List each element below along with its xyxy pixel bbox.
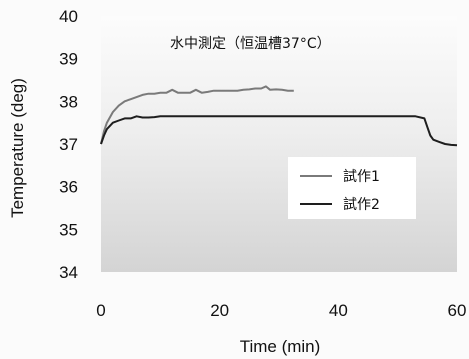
y-tick-label: 36 xyxy=(59,178,78,197)
y-tick-label: 37 xyxy=(59,135,78,154)
x-axis-label: Time (min) xyxy=(240,337,321,356)
legend-label-1: 試作1 xyxy=(343,169,380,185)
series-layer xyxy=(100,85,458,147)
y-axis-label: Temperature (deg) xyxy=(8,78,27,218)
x-axis-ticks: 0 20 40 60 xyxy=(96,301,466,320)
y-tick-label: 40 xyxy=(59,7,78,26)
y-tick-label: 38 xyxy=(59,92,78,111)
y-axis-ticks: 40 39 38 37 36 35 34 xyxy=(59,7,78,282)
x-tick-label: 40 xyxy=(329,301,348,320)
x-tick-label: 60 xyxy=(448,301,467,320)
legend: 試作1 試作2 xyxy=(288,157,416,219)
x-tick-label: 20 xyxy=(210,301,229,320)
x-tick-label: 0 xyxy=(96,301,105,320)
y-tick-label: 35 xyxy=(59,220,78,239)
series-line-1 xyxy=(100,85,294,145)
plot-area xyxy=(101,16,457,272)
y-tick-label: 39 xyxy=(59,50,78,69)
legend-box xyxy=(288,157,416,219)
legend-label-2: 試作2 xyxy=(343,197,380,213)
y-tick-label: 34 xyxy=(59,263,78,282)
chart-title: 水中測定（恒温槽37°C） xyxy=(170,36,331,52)
series-line-2 xyxy=(100,115,458,147)
